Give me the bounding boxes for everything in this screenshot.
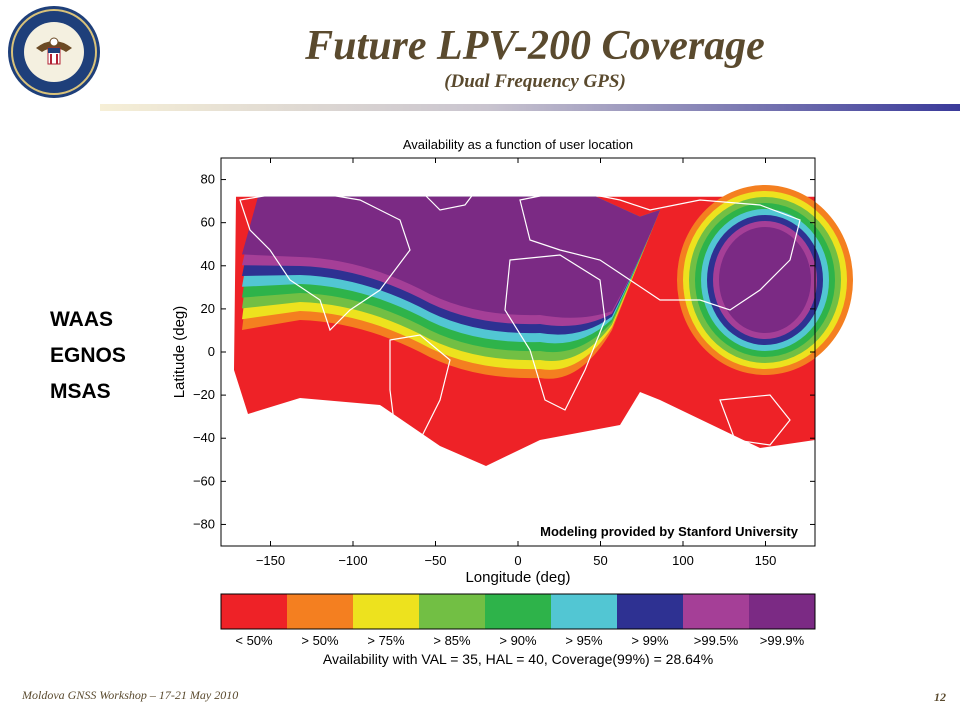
colorbar-swatch — [683, 594, 749, 629]
coastline — [504, 254, 606, 411]
y-axis-label: Latitude (deg) — [171, 306, 188, 399]
colorbar-label: > 85% — [433, 633, 471, 648]
colorbar-label: > 75% — [367, 633, 405, 648]
x-tick-label: 100 — [672, 553, 694, 568]
x-tick-label: 150 — [755, 553, 777, 568]
colorbar-swatch — [419, 594, 485, 629]
y-tick-label: 20 — [201, 301, 215, 316]
coastline — [389, 334, 451, 472]
colorbar-swatch — [353, 594, 419, 629]
coverage-bands — [234, 185, 853, 467]
system-waas: WAAS — [50, 308, 113, 331]
x-tick-label: 0 — [514, 553, 521, 568]
colorbar-label: > 50% — [301, 633, 339, 648]
slide-subtitle: (Dual Frequency GPS) — [444, 71, 626, 92]
x-tick-label: −100 — [338, 553, 367, 568]
y-tick-label: 60 — [201, 215, 215, 230]
colorbar-label: > 95% — [565, 633, 603, 648]
colorbar-swatch — [749, 594, 815, 629]
colorbar-label: < 50% — [235, 633, 273, 648]
colorbar-label: >99.5% — [694, 633, 739, 648]
colorbar-swatch — [221, 594, 287, 629]
y-tick-label: −20 — [193, 387, 215, 402]
x-tick-label: −150 — [256, 553, 285, 568]
system-egnos: EGNOS — [50, 344, 126, 367]
colorbar-caption: Availability with VAL = 35, HAL = 40, Co… — [323, 651, 713, 667]
colorbar-swatch — [617, 594, 683, 629]
colorbar-label: >99.9% — [760, 633, 805, 648]
colorbar-label: > 99% — [631, 633, 669, 648]
y-tick-label: −40 — [193, 430, 215, 445]
x-axis-label: Longitude (deg) — [465, 569, 570, 586]
colorbar-label: > 90% — [499, 633, 537, 648]
coastline — [519, 189, 801, 311]
y-tick-label: −60 — [193, 473, 215, 488]
colorbar: < 50% > 50% > 75% > 85% > 90% > 95% > 99% >99.5… — [220, 593, 816, 648]
x-axis-ticks: −150 −100 −50 0 50 100 150 — [256, 158, 777, 568]
footer-workshop: Moldova GNSS Workshop – 17-21 May 2010 — [22, 688, 239, 702]
coastline — [719, 394, 791, 446]
chart-title: Availability as a function of user locat… — [403, 137, 633, 152]
coastline-overlay — [239, 169, 801, 521]
colorbar-swatch — [485, 594, 551, 629]
x-tick-label: −50 — [424, 553, 446, 568]
band-america-europe-8 — [242, 196, 660, 318]
y-axis-ticks: 80 60 40 20 0 −20 −40 −60 −80 — [193, 172, 815, 531]
modeling-credit: Modeling provided by Stanford University — [540, 524, 799, 539]
slide-title: Future LPV-200 Coverage — [305, 23, 765, 69]
colorbar-swatch — [551, 594, 617, 629]
coastline — [419, 169, 481, 211]
band-asia-8 — [719, 227, 811, 333]
augmentation-systems-list: WAAS EGNOS MSAS — [50, 302, 126, 410]
y-tick-label: 0 — [208, 344, 215, 359]
y-tick-label: 40 — [201, 258, 215, 273]
coastline — [239, 189, 411, 332]
department-of-state-seal — [8, 6, 100, 98]
y-tick-label: 80 — [201, 172, 215, 187]
colorbar-swatch — [287, 594, 353, 629]
page-number: 12 — [934, 690, 946, 704]
header-divider-bar — [100, 104, 960, 111]
colorbar-frame — [220, 593, 816, 630]
coastline — [259, 489, 801, 521]
system-msas: MSAS — [50, 380, 111, 403]
x-tick-label: 50 — [593, 553, 607, 568]
y-tick-label: −80 — [193, 516, 215, 531]
